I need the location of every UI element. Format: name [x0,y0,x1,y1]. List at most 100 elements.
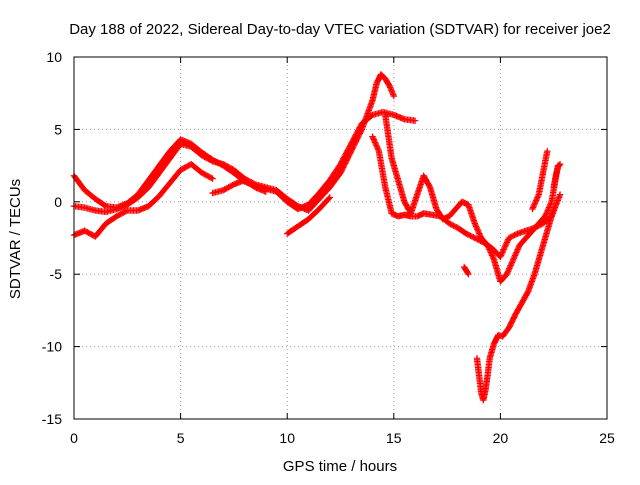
data-point-trail [317,195,332,212]
data-point-trail [71,173,87,193]
data-point-trail [529,192,542,211]
data-point-trail [482,373,491,392]
data-point-trail [421,173,433,190]
data-point-trail [525,272,538,294]
data-point-trail [517,235,529,248]
x-axis-label: GPS time / hours [283,458,397,475]
series-trace-f [369,133,564,261]
data-point-trail [446,206,458,219]
data-point-trail [359,112,375,126]
data-point [209,175,216,182]
data-point-trail [156,149,173,168]
data-point-trail [378,72,388,81]
data-point-trail [512,301,525,317]
data-point-trail [535,171,546,197]
data-point-trail [200,170,215,182]
data-point-trail [386,84,397,98]
data-point-trail [82,187,98,202]
data-point-trail [316,178,333,196]
data-point-trail [295,216,311,229]
data-point-trail [531,250,544,276]
data-point [503,271,510,278]
data-point-trail [465,202,478,226]
data-point [369,133,376,140]
chart-title: Day 188 of 2022, Sidereal Day-to-day VTE… [69,21,611,38]
data-point-trail [167,141,183,161]
y-tick-label: 10 [46,49,62,65]
series-trace-e [284,194,334,237]
data-point [471,220,479,227]
data-point-trail [157,180,173,199]
data-point-trail [536,214,548,226]
data-point [386,82,393,90]
data-point-trail [369,134,382,153]
x-tick-label: 25 [599,430,615,446]
data-point-trail [375,149,389,189]
data-point-trail [540,149,551,175]
data-point-trail [555,161,563,170]
data-point-trail [337,149,354,175]
y-tick-label: -5 [50,266,63,282]
points-layer [70,71,564,404]
data-point-trail [485,243,497,262]
series-trace-h [460,263,472,278]
data-point-trail [189,141,204,155]
data-point-trail [167,167,183,185]
data-point-trail [464,231,477,241]
data-point-trail [338,142,354,167]
data-point-trail [434,207,446,222]
data-point-trail [478,235,490,248]
data-point-trail [530,221,542,233]
series-trace-i [473,205,557,404]
data-point-trail [382,76,393,88]
data-point-trail [146,163,162,183]
data-point-trail [327,170,343,190]
x-tick-label: 0 [70,430,78,446]
data-point [497,253,504,261]
data-point-trail [507,231,520,241]
data-point-trail [523,228,535,241]
data-point-trail [146,193,162,209]
data-point-trail [408,192,420,216]
data-point-trail [348,121,365,146]
data-point-trail [317,185,332,201]
data-point-trail [369,81,380,103]
data-point-trail [484,356,493,378]
series-trace-d [209,176,270,197]
data-point-trail [327,162,343,182]
series-trace-g [382,111,562,285]
data-point [509,256,517,263]
data-point [326,194,334,201]
data-point-trail [504,257,516,276]
data-point [484,242,491,249]
data-point [556,160,564,168]
y-tick-label: 0 [54,194,62,210]
data-point [471,234,479,242]
data-point-trail [156,156,173,175]
data-point-trail [491,333,501,346]
data-point-trail [306,206,322,222]
data-point-trail [306,196,322,213]
data-point-trail [472,221,484,240]
data-point [262,188,270,195]
y-tick-label: -15 [42,411,62,427]
data-point [529,205,536,213]
data-point-trail [510,243,523,262]
data-point [411,117,419,124]
data-point [556,191,564,198]
data-point-trail [382,113,395,161]
data-point-trail [500,325,512,339]
y-tick-label: 5 [54,121,62,137]
series-trace-b [70,108,419,213]
grid-layer [74,57,607,419]
x-tick-label: 20 [493,430,509,446]
data-point [541,213,549,220]
data-point-trail [461,264,471,277]
data-point-trail [221,163,236,176]
y-tick-label: -10 [42,339,62,355]
data-point-trail [93,221,109,239]
data-point [446,220,453,227]
data-point-trail [538,229,551,255]
data-point-trail [114,208,130,219]
